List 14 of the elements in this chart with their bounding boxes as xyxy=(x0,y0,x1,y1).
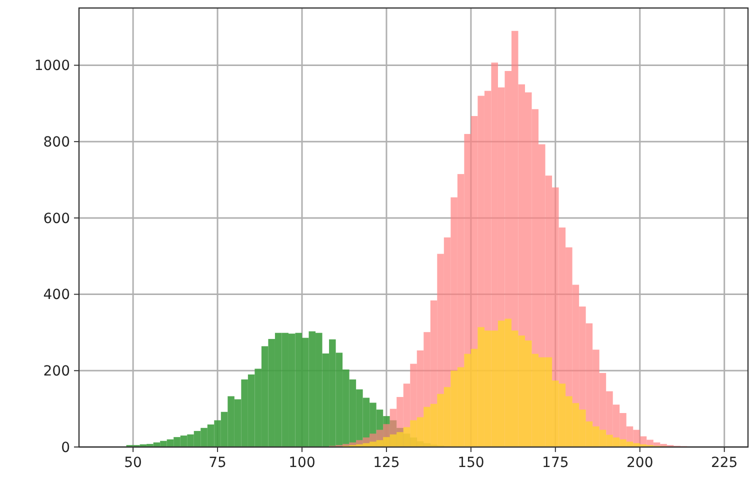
x-tick-label: 150 xyxy=(458,455,484,471)
x-tick-label: 225 xyxy=(710,455,738,471)
y-tick-label: 1000 xyxy=(34,58,70,74)
x-tick-label: 75 xyxy=(208,455,226,471)
x-tick-label: 175 xyxy=(542,455,569,471)
y-tick-label: 400 xyxy=(43,287,70,304)
y-tick-label: 800 xyxy=(43,134,70,151)
y-tick-label: 200 xyxy=(43,364,70,380)
x-tick-label: 125 xyxy=(373,455,400,471)
y-tick-label: 600 xyxy=(43,210,70,227)
x-tick-label: 50 xyxy=(124,455,142,471)
x-tick-label: 100 xyxy=(288,455,316,471)
y-tick-label: 0 xyxy=(61,440,70,456)
x-tick-label: 200 xyxy=(626,455,654,471)
